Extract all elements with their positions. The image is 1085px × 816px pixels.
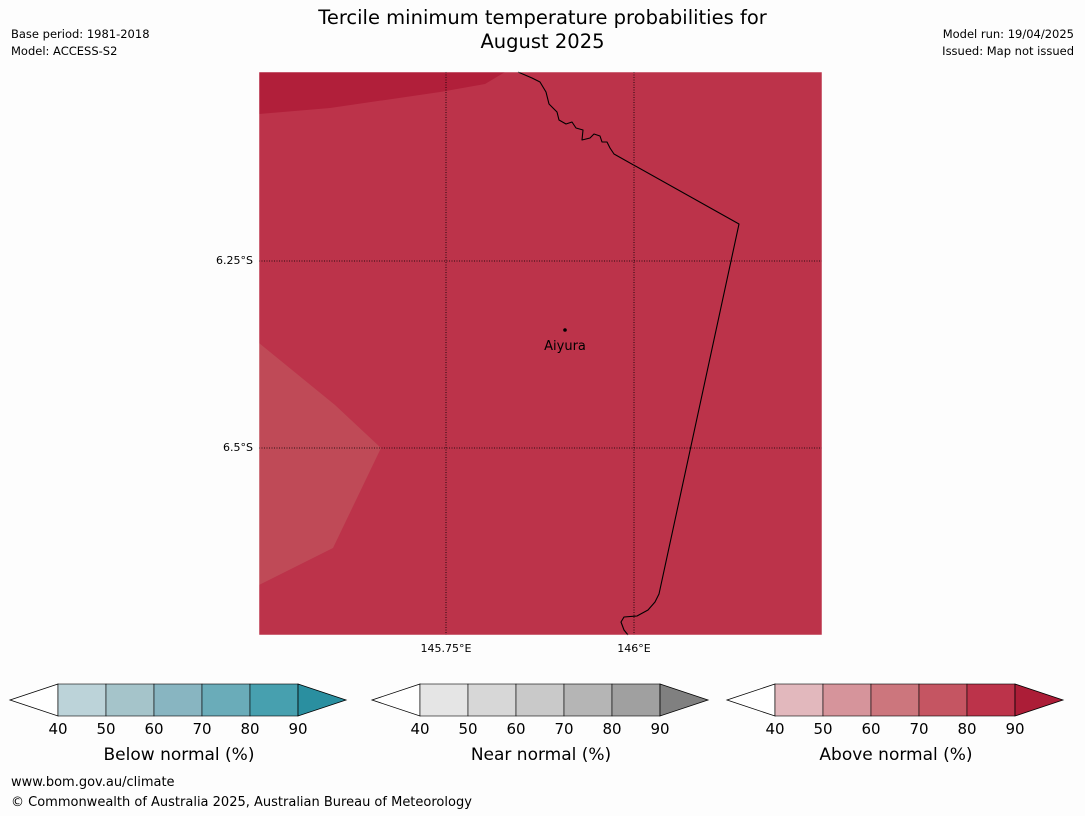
place-label: Aiyura: [544, 339, 586, 354]
colorbar-tick-label: 90: [650, 720, 669, 738]
model-name: Model: ACCESS-S2: [11, 44, 118, 58]
lower-probability-region: [259, 343, 381, 585]
colorbar-tick-label: 40: [48, 720, 67, 738]
issue-status: Issued: Map not issued: [942, 44, 1074, 58]
colorbar-extend-low: [8, 683, 59, 717]
meta-left: Base period: 1981-2018 Model: ACCESS-S2: [11, 26, 150, 60]
map-frame: [258, 71, 823, 636]
colorbar-tick-label: 50: [813, 720, 832, 738]
colorbar-segment: [611, 683, 661, 717]
colorbar-extend-high: [297, 683, 348, 717]
border-line: [517, 71, 740, 636]
colorbar-extend-high: [1014, 683, 1065, 717]
colorbar-segment: [774, 683, 824, 717]
colorbar-segment: [57, 683, 107, 717]
colorbar-segment: [153, 683, 203, 717]
colorbar-title-below: Below normal (%): [103, 745, 255, 765]
colorbar-segment: [249, 683, 299, 717]
colorbar-tick-label: 40: [765, 720, 784, 738]
colorbar-tick-label: 90: [288, 720, 307, 738]
map-title: Tercile minimum temperature probabilitie…: [0, 6, 1085, 54]
lat-label-6-5: 6.5°S: [223, 441, 253, 454]
map-title-line1: Tercile minimum temperature probabilitie…: [318, 6, 767, 29]
colorbar-segment: [822, 683, 872, 717]
lon-label-146: 146°E: [617, 642, 651, 655]
colorbar-below-normal: 40 50 60 70 80 90: [8, 683, 350, 740]
colorbar-tick-label: 80: [957, 720, 976, 738]
meta-right: Model run: 19/04/2025 Issued: Map not is…: [942, 26, 1074, 60]
footer-copyright: © Commonwealth of Australia 2025, Austra…: [11, 795, 472, 810]
colorbar-segment: [563, 683, 613, 717]
colorbar-near-normal: 40 50 60 70 80 90: [370, 683, 712, 740]
lon-label-145-75: 145.75°E: [420, 642, 472, 655]
footer-url: www.bom.gov.au/climate: [11, 775, 175, 790]
colorbar-tick-label: 90: [1005, 720, 1024, 738]
colorbar-segment: [918, 683, 968, 717]
colorbar-tick-label: 50: [458, 720, 477, 738]
colorbar-segment: [201, 683, 251, 717]
colorbar-tick-label: 70: [192, 720, 211, 738]
colorbar-tick-label: 70: [909, 720, 928, 738]
colorbar-segment: [467, 683, 517, 717]
colorbar-tick-label: 50: [96, 720, 115, 738]
base-period: Base period: 1981-2018: [11, 27, 150, 41]
forecast-map: Aiyura: [258, 71, 823, 636]
map-title-line2: August 2025: [480, 30, 605, 53]
colorbar-segment: [515, 683, 565, 717]
colorbar-tick-label: 60: [144, 720, 163, 738]
colorbar-tick-label: 60: [861, 720, 880, 738]
lat-label-6-25: 6.25°S: [216, 254, 253, 267]
colorbar-segment: [105, 683, 155, 717]
colorbar-title-near: Near normal (%): [470, 745, 612, 765]
colorbar-segment: [419, 683, 469, 717]
colorbar-tick-label: 40: [410, 720, 429, 738]
colorbar-tick-label: 60: [506, 720, 525, 738]
colorbar-tick-label: 70: [554, 720, 573, 738]
colorbar-title-above: Above normal (%): [819, 745, 973, 765]
high-probability-region: [259, 72, 505, 114]
colorbar-segment: [870, 683, 920, 717]
colorbar-tick-label: 80: [240, 720, 259, 738]
colorbar-extend-low: [725, 683, 776, 717]
model-run: Model run: 19/04/2025: [942, 27, 1074, 41]
colorbar-segment: [966, 683, 1016, 717]
colorbar-extend-low: [370, 683, 421, 717]
colorbar-above-normal: 40 50 60 70 80 90: [725, 683, 1067, 740]
colorbar-extend-high: [659, 683, 710, 717]
colorbar-tick-label: 80: [602, 720, 621, 738]
place-marker: [563, 328, 567, 332]
map-background: [259, 72, 822, 635]
